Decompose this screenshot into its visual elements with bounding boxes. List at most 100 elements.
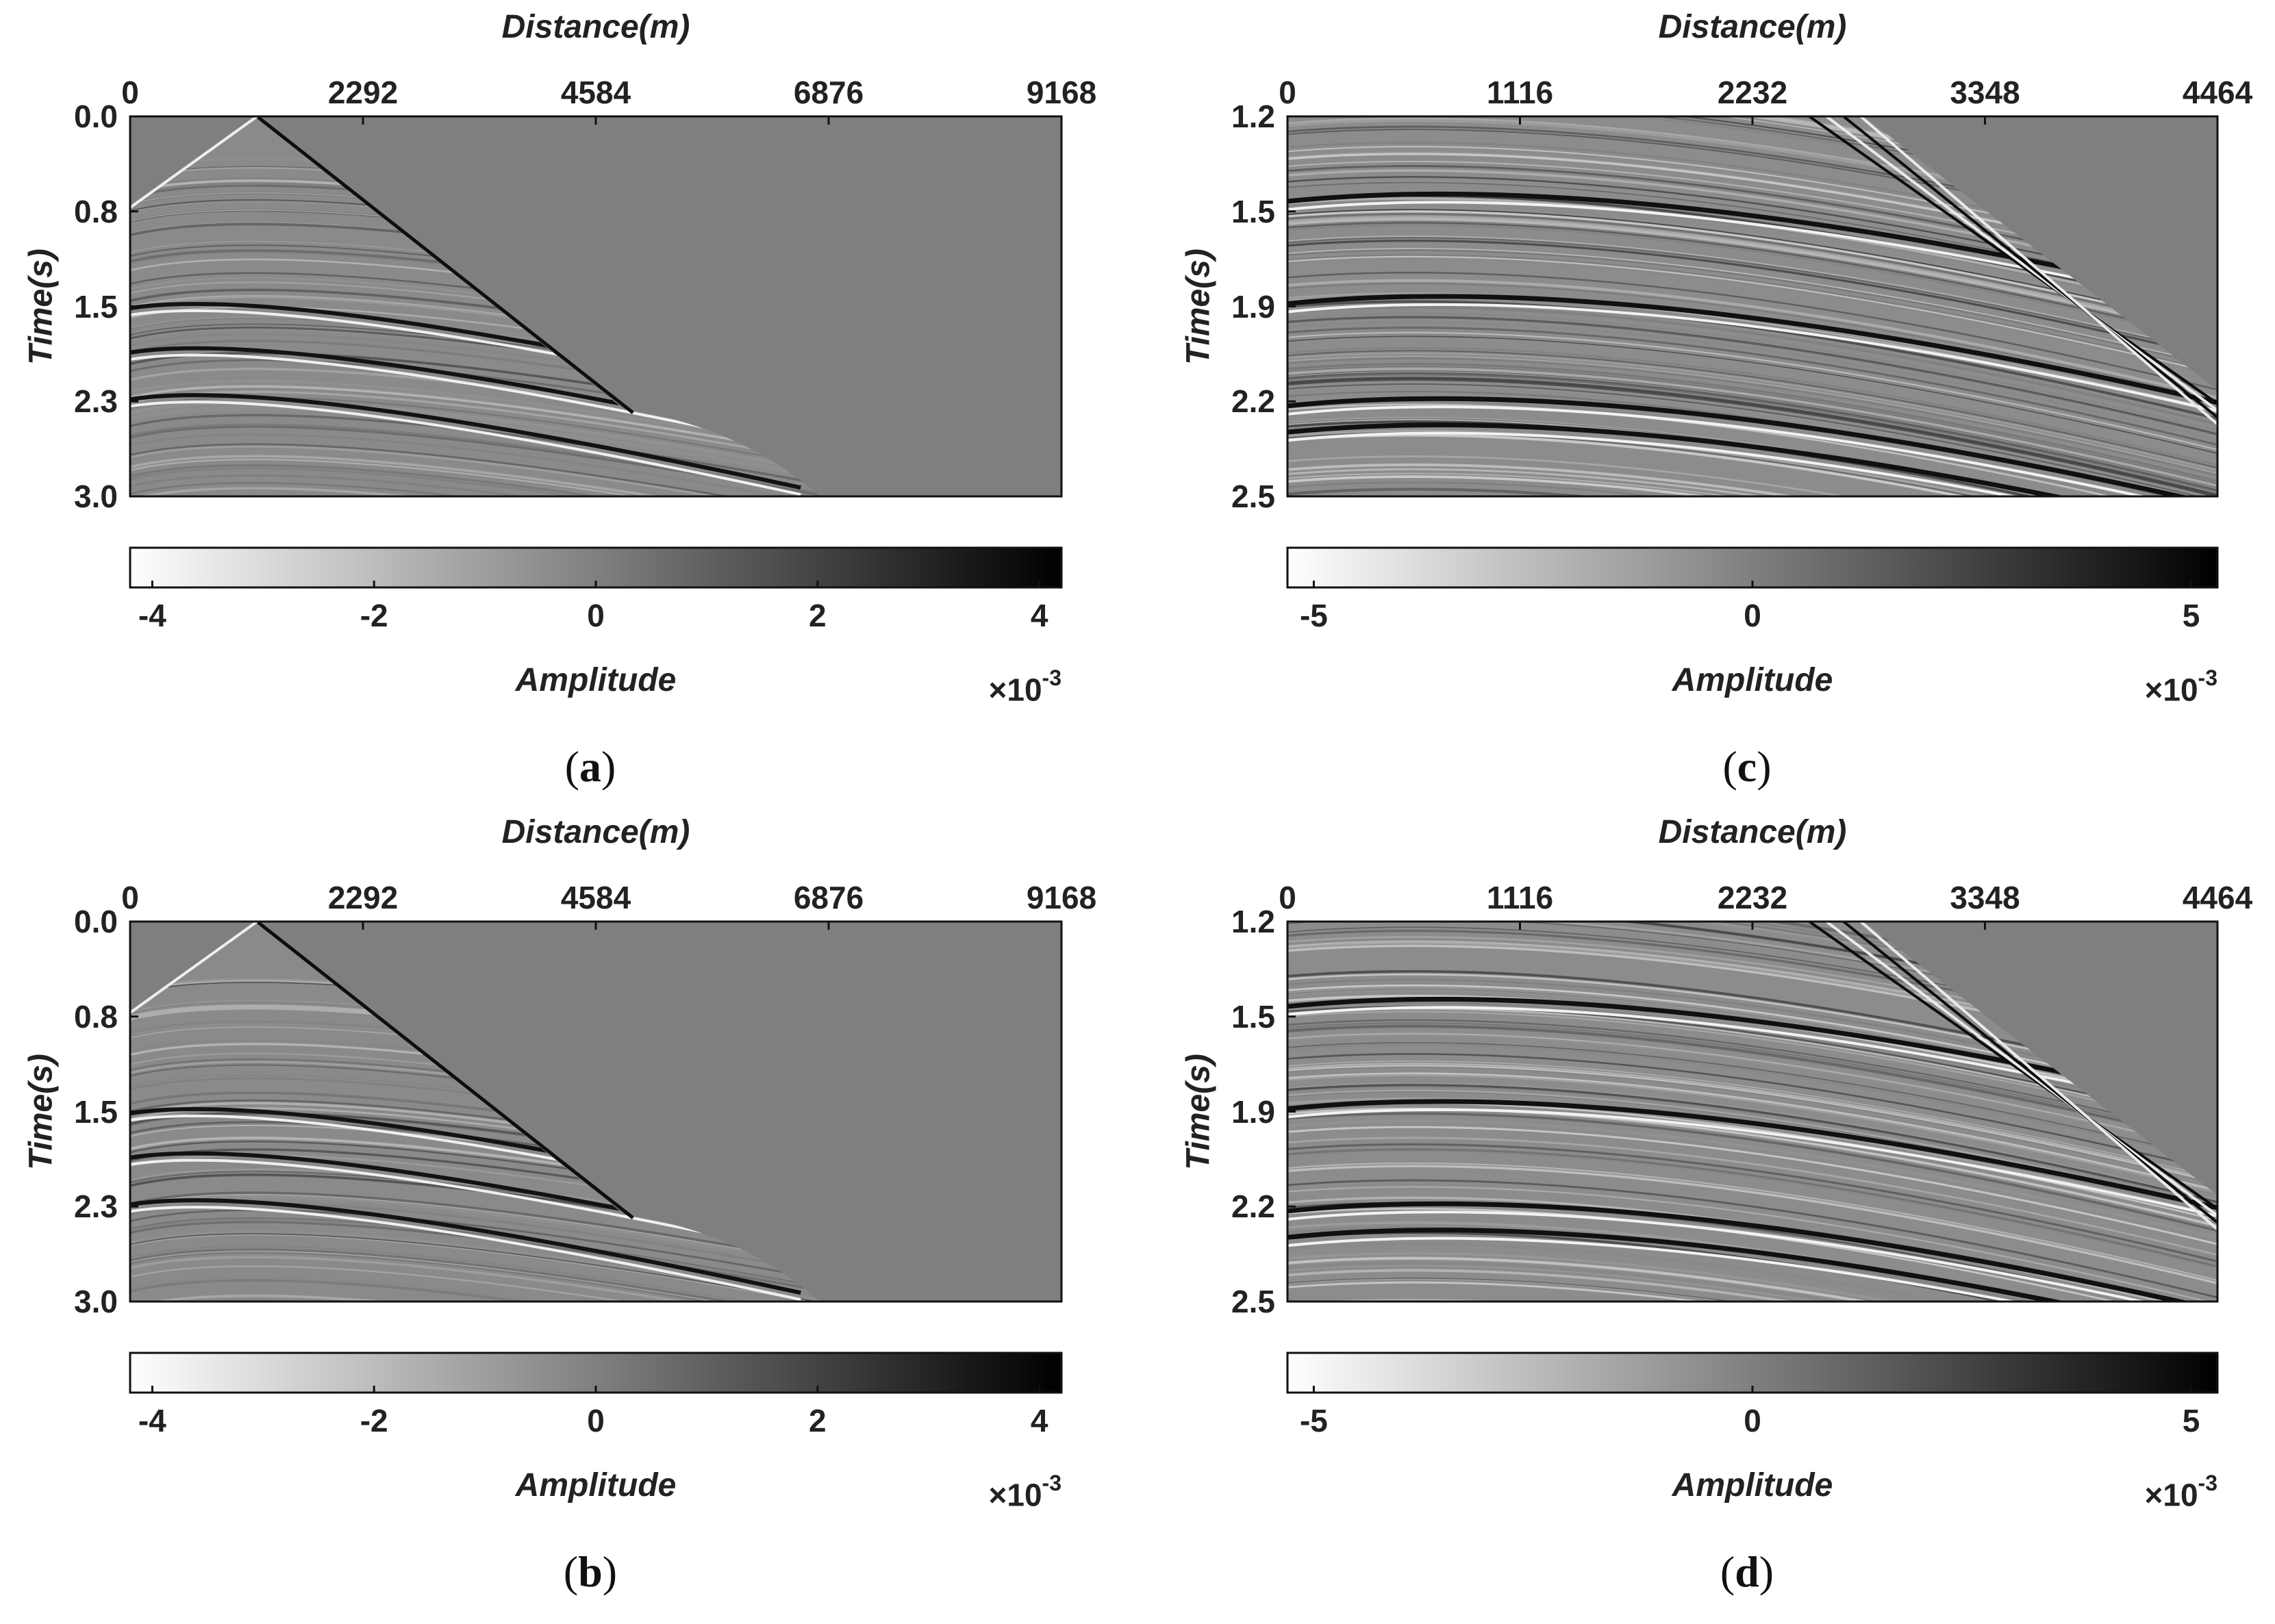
x-axis-title: Distance(m)	[1658, 814, 1847, 850]
y-tick-label: 1.9	[1231, 288, 1275, 325]
y-tick-label: 1.9	[1231, 1093, 1275, 1130]
x-tick-label: 2232	[1717, 880, 1788, 915]
x-tick-label: 9168	[1026, 75, 1097, 110]
y-tick-label: 2.2	[1231, 383, 1275, 420]
colorbar-tick-label: -4	[138, 1403, 166, 1438]
y-tick-label: 2.2	[1231, 1189, 1275, 1225]
colorbar-tick-label: 5	[2182, 1403, 2200, 1438]
x-tick-label: 0	[121, 880, 139, 915]
y-tick-label: 3.0	[74, 1284, 118, 1319]
reflector-d-1	[1287, 996, 2217, 1111]
reflector-c-3	[1287, 396, 2217, 496]
x-tick-label: 2292	[327, 880, 399, 915]
y-tick-label: 2.3	[74, 1189, 118, 1225]
x-tick-label: 2232	[1717, 75, 1788, 110]
scale-base: ×10	[2144, 1477, 2198, 1513]
colorbar-tick-label: -5	[1299, 1403, 1328, 1438]
colorbar-tick-label: -2	[360, 1403, 388, 1438]
y-tick-label: 1.5	[74, 1093, 118, 1130]
y-tick-label: 1.2	[1231, 99, 1275, 134]
x-tick-label: 6876	[793, 880, 864, 915]
colorbar-tick-label: 4	[1030, 1403, 1048, 1438]
x-tick-label: 0	[121, 75, 139, 110]
colorbar-tick-label: -5	[1299, 598, 1328, 633]
first-break-c-1	[1808, 116, 2217, 405]
scale-exponent: -3	[1042, 665, 1061, 690]
panel-caption: (c)	[1722, 742, 1772, 791]
colorbar-label: Amplitude	[1672, 662, 1833, 698]
scale-exponent: -3	[2198, 665, 2217, 690]
colorbar-tick-label: 2	[809, 1403, 827, 1438]
colorbar-tick-label: 5	[2182, 598, 2200, 633]
panel-letter: a	[579, 742, 601, 791]
colorbar-tick-label: 0	[1744, 1403, 1761, 1438]
colorbar-scale-factor: ×10-3	[988, 1471, 1061, 1513]
colorbar-label: Amplitude	[515, 1467, 677, 1504]
y-tick-label: 1.5	[1231, 193, 1275, 229]
first-break-d-2	[1825, 922, 2217, 1217]
y-tick-label: 2.5	[1231, 479, 1275, 514]
colorbar-tick-label: -4	[138, 598, 166, 633]
y-tick-label: 3.0	[74, 479, 118, 514]
y-axis-title: Time(s)	[1180, 1053, 1217, 1170]
first-break-d-4	[1859, 922, 2217, 1231]
direct-wave-b	[255, 922, 634, 1219]
colorbar-scale-factor: ×10-3	[988, 665, 1061, 708]
panel-letter: d	[1735, 1547, 1759, 1596]
y-tick-label: 2.3	[74, 383, 118, 420]
first-break-c-3	[1842, 116, 2217, 419]
scale-base: ×10	[988, 672, 1042, 708]
first-break-d-3	[1842, 922, 2217, 1224]
colorbar-scale-factor: ×10-3	[2144, 665, 2217, 708]
colorbar-tick-label: 2	[809, 598, 827, 633]
reflector-c-1	[1287, 191, 2217, 306]
y-tick-label: 1.5	[1231, 998, 1275, 1035]
x-tick-label: 4464	[2182, 880, 2253, 915]
x-tick-label: 0	[1279, 880, 1296, 915]
first-break-c-2	[1825, 116, 2217, 412]
reflector-b-3	[130, 1198, 801, 1295]
panel-letter: b	[578, 1547, 603, 1596]
first-break-d-1	[1808, 922, 2217, 1210]
scale-base: ×10	[2144, 672, 2198, 708]
x-tick-label: 4464	[2182, 75, 2253, 110]
y-tick-label: 0.0	[74, 99, 118, 134]
x-tick-label: 2292	[327, 75, 399, 110]
reflector-d-4	[1287, 1228, 2217, 1302]
reflector-c-4	[1287, 422, 2217, 496]
colorbar-label: Amplitude	[515, 662, 677, 698]
colorbar-tick-label: 4	[1030, 598, 1048, 633]
x-axis-title: Distance(m)	[501, 814, 690, 850]
panel-caption: (d)	[1720, 1547, 1774, 1596]
y-tick-label: 1.5	[74, 288, 118, 325]
x-tick-label: 6876	[793, 75, 864, 110]
x-tick-label: 4584	[560, 880, 631, 915]
x-tick-label: 3348	[1950, 75, 2020, 110]
direct-wave-a	[255, 116, 634, 414]
scale-exponent: -3	[1042, 1471, 1061, 1495]
panel-caption: (a)	[564, 742, 616, 791]
reflector-d-2	[1287, 1099, 2217, 1214]
colorbar-label: Amplitude	[1672, 1467, 1833, 1504]
y-tick-label: 1.2	[1231, 904, 1275, 939]
colorbar-tick-label: -2	[360, 598, 388, 633]
y-tick-label: 0.8	[74, 998, 118, 1035]
colorbar-tick-label: 0	[1744, 598, 1761, 633]
scale-exponent: -3	[2198, 1471, 2217, 1495]
scale-base: ×10	[988, 1477, 1042, 1513]
first-break-c-4	[1859, 116, 2217, 426]
colorbar-tick-label: 0	[587, 1403, 605, 1438]
y-tick-label: 2.5	[1231, 1284, 1275, 1319]
x-tick-label: 1116	[1486, 75, 1554, 110]
colorbar-tick-label: 0	[587, 598, 605, 633]
x-tick-label: 9168	[1026, 880, 1097, 915]
panel-caption: (b)	[563, 1547, 618, 1596]
colorbar-scale-factor: ×10-3	[2144, 1471, 2217, 1513]
x-axis-title: Distance(m)	[1658, 9, 1847, 45]
panel-letter: c	[1737, 742, 1757, 791]
x-tick-label: 3348	[1950, 880, 2020, 915]
